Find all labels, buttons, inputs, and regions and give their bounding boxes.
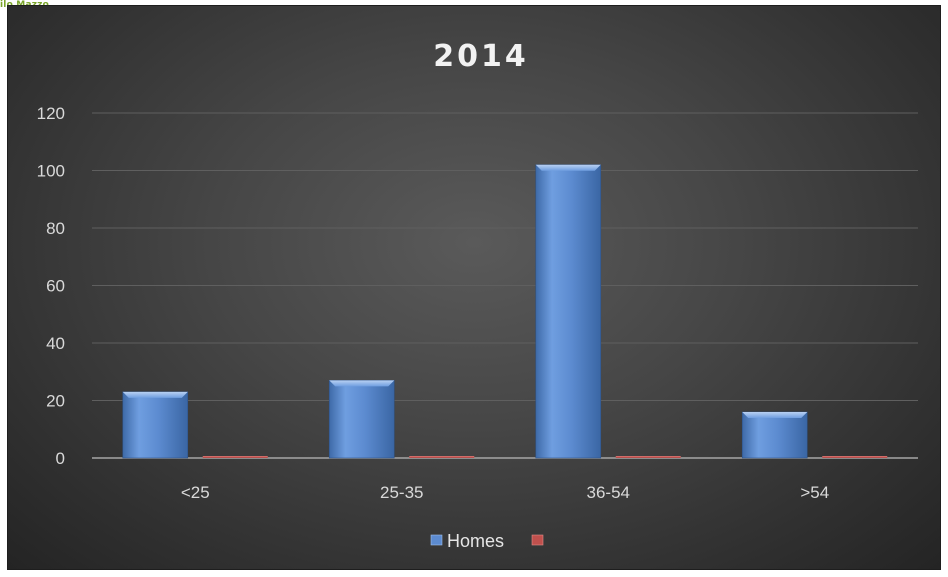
bar-homes-2: [535, 164, 602, 459]
bar-homes-3: [741, 411, 808, 459]
bar-series2-3: [822, 456, 888, 458]
x-tick-label: <25: [181, 483, 210, 502]
y-axis-ticks: 0 20 40 60 80 100 120: [37, 104, 65, 468]
bar-homes-0: [122, 391, 189, 459]
y-tick-label: 100: [37, 162, 65, 181]
legend: Homes: [430, 531, 544, 551]
chart-title: 2014: [433, 39, 529, 74]
bar-series2-1: [409, 456, 475, 458]
bar-homes-1: [328, 380, 395, 459]
x-tick-label: >54: [800, 483, 829, 502]
bar-homes-bevel-3: [742, 412, 808, 418]
y-tick-label: 120: [37, 104, 65, 123]
legend-marker-series2: [531, 534, 544, 546]
y-tick-label: 40: [46, 334, 65, 353]
x-tick-label: 25-35: [380, 483, 423, 502]
gridlines: [92, 112, 918, 459]
x-tick-label: 36-54: [587, 483, 630, 502]
y-tick-label: 20: [46, 392, 65, 411]
y-tick-label: 60: [46, 277, 65, 296]
bar-homes-bevel-0: [122, 391, 188, 398]
bar-series2-2: [615, 456, 681, 458]
bar-homes-bevel-1: [329, 380, 395, 387]
y-tick-label: 0: [56, 449, 65, 468]
legend-label-homes: Homes: [447, 531, 504, 551]
legend-marker-homes: [430, 534, 443, 546]
y-tick-label: 80: [46, 219, 65, 238]
x-axis-ticks: <25 25-35 36-54 >54: [181, 483, 829, 502]
bar-homes-bevel-2: [535, 164, 601, 171]
chart-area: [7, 5, 941, 570]
bar-series2-0: [202, 456, 268, 458]
bars: [122, 164, 888, 459]
